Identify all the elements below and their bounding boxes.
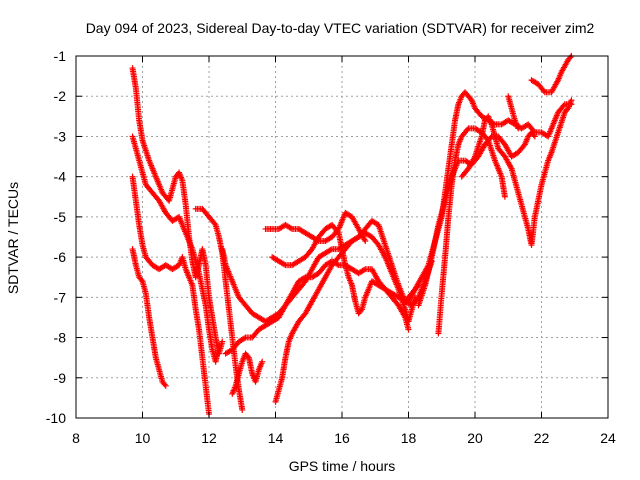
data-point	[161, 381, 168, 388]
y-tick-label: -8	[54, 330, 67, 346]
series-track-k	[229, 350, 266, 397]
y-tick-label: -6	[54, 249, 67, 265]
x-tick-label: 18	[401, 430, 417, 446]
y-tick-label: -5	[54, 209, 67, 225]
data-point	[138, 276, 145, 283]
data-point	[540, 87, 547, 94]
x-axis-label: GPS time / hours	[289, 458, 396, 474]
x-tick-label: 24	[600, 430, 616, 446]
data-point	[360, 266, 367, 273]
data-point	[515, 125, 522, 132]
y-tick-label: -1	[54, 48, 67, 64]
y-axis-label: SDTVAR / TECUs	[5, 182, 21, 294]
y-tick-label: -3	[54, 128, 67, 144]
y-tick-label: -7	[54, 289, 67, 305]
data-point	[530, 132, 537, 139]
data-point	[405, 326, 412, 333]
data-point	[241, 335, 248, 342]
chart-title: Day 094 of 2023, Sidereal Day-to-day VTE…	[86, 20, 595, 36]
data-point	[287, 225, 294, 232]
series-track-i	[272, 229, 419, 405]
series-track-q	[505, 93, 522, 132]
x-axis-ticks: 8 10 12 14 16 18 20 22 24	[72, 56, 616, 446]
data-point	[501, 193, 508, 200]
data-point	[484, 136, 491, 143]
data-point	[211, 220, 218, 227]
data-point	[281, 261, 288, 268]
y-tick-label: -10	[46, 410, 66, 426]
data-point	[464, 126, 471, 133]
data-point	[357, 307, 364, 314]
y-tick-label: -2	[54, 88, 67, 104]
y-axis-ticks: -10 -9 -8 -7 -6 -5 -4 -3 -2 -1	[46, 48, 608, 426]
series-track-j	[262, 209, 369, 245]
series-track-l	[405, 89, 575, 305]
data-point	[560, 102, 567, 109]
series-track-c	[129, 173, 212, 417]
series-track-n	[435, 125, 508, 337]
data-point	[259, 358, 266, 365]
x-tick-label: 16	[334, 430, 350, 446]
y-tick-label: -4	[54, 169, 67, 185]
x-tick-label: 10	[135, 430, 151, 446]
data-point	[567, 54, 574, 61]
series-track-h	[269, 221, 412, 333]
data-point	[531, 133, 538, 140]
x-tick-label: 8	[72, 430, 80, 446]
data-point	[162, 382, 169, 389]
series-track-a	[129, 65, 226, 357]
data-point	[568, 97, 575, 104]
series-track-p	[528, 53, 575, 96]
series-track-d	[129, 246, 169, 389]
data-point	[362, 238, 369, 245]
data-point	[327, 246, 334, 253]
x-tick-label: 14	[268, 430, 284, 446]
series-track-o	[458, 97, 575, 249]
data-point	[219, 338, 226, 345]
series-track-b	[129, 133, 222, 365]
data-point	[215, 342, 222, 349]
data-point	[314, 237, 321, 244]
x-tick-label: 12	[201, 430, 217, 446]
x-tick-label: 20	[467, 430, 483, 446]
data-points	[129, 53, 575, 417]
data-point	[239, 406, 246, 413]
x-tick-label: 22	[534, 430, 550, 446]
grid-lines	[76, 56, 608, 418]
y-tick-label: -9	[54, 370, 67, 386]
